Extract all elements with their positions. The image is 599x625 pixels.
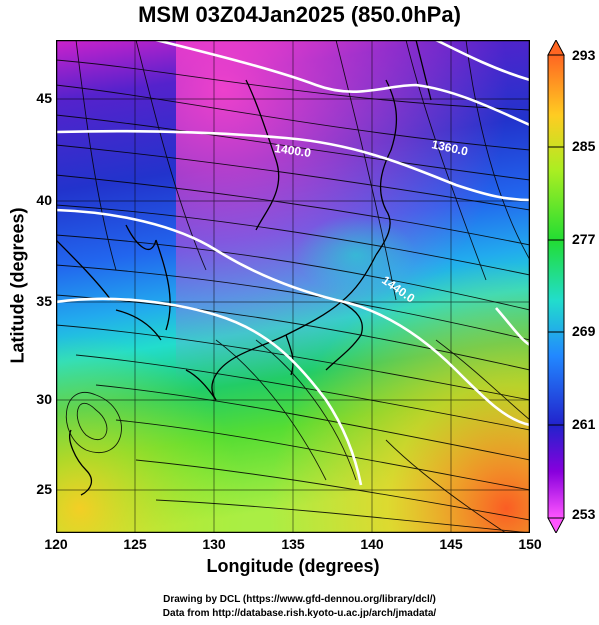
y-tick-45: 45 <box>36 90 52 106</box>
x-tick-150: 150 <box>518 536 542 552</box>
x-tick-135: 135 <box>281 536 305 552</box>
coastlines <box>56 40 432 496</box>
colorbar-label-253: 253 <box>572 506 596 522</box>
colorbar <box>547 40 565 533</box>
contour-label-1400: 1400.0 <box>274 141 313 160</box>
x-tick-120: 120 <box>44 536 68 552</box>
map-title: MSM 03Z04Jan2025 (850.0hPa) <box>138 2 461 27</box>
colorbar-label-285: 285 <box>572 138 596 154</box>
x-tick-145: 145 <box>439 536 463 552</box>
x-tick-130: 130 <box>202 536 226 552</box>
y-tick-40: 40 <box>36 192 52 208</box>
height-contours <box>56 40 530 486</box>
colorbar-label-293: 293 <box>572 47 596 63</box>
plot-frame <box>56 40 530 533</box>
credit-data: Data from http://database.rish.kyoto-u.a… <box>162 608 437 619</box>
x-axis-label: Longitude (degrees) <box>206 556 380 576</box>
temperature-map: 1400.0 1360.0 1440.0 <box>56 40 530 533</box>
grid-lines <box>56 40 530 533</box>
wind-streamlines <box>56 40 530 533</box>
y-axis-label: Latitude (degrees) <box>7 207 28 364</box>
credit-drawing: Drawing by DCL (https://www.gfd-dennou.o… <box>163 594 436 605</box>
colorbar-label-261: 261 <box>572 416 596 432</box>
x-tick-125: 125 <box>123 536 147 552</box>
y-tick-30: 30 <box>36 391 52 407</box>
x-tick-140: 140 <box>360 536 384 552</box>
colorbar-label-277: 277 <box>572 231 596 247</box>
y-tick-35: 35 <box>36 293 52 309</box>
colorbar-label-269: 269 <box>572 323 596 339</box>
y-tick-25: 25 <box>36 481 52 497</box>
